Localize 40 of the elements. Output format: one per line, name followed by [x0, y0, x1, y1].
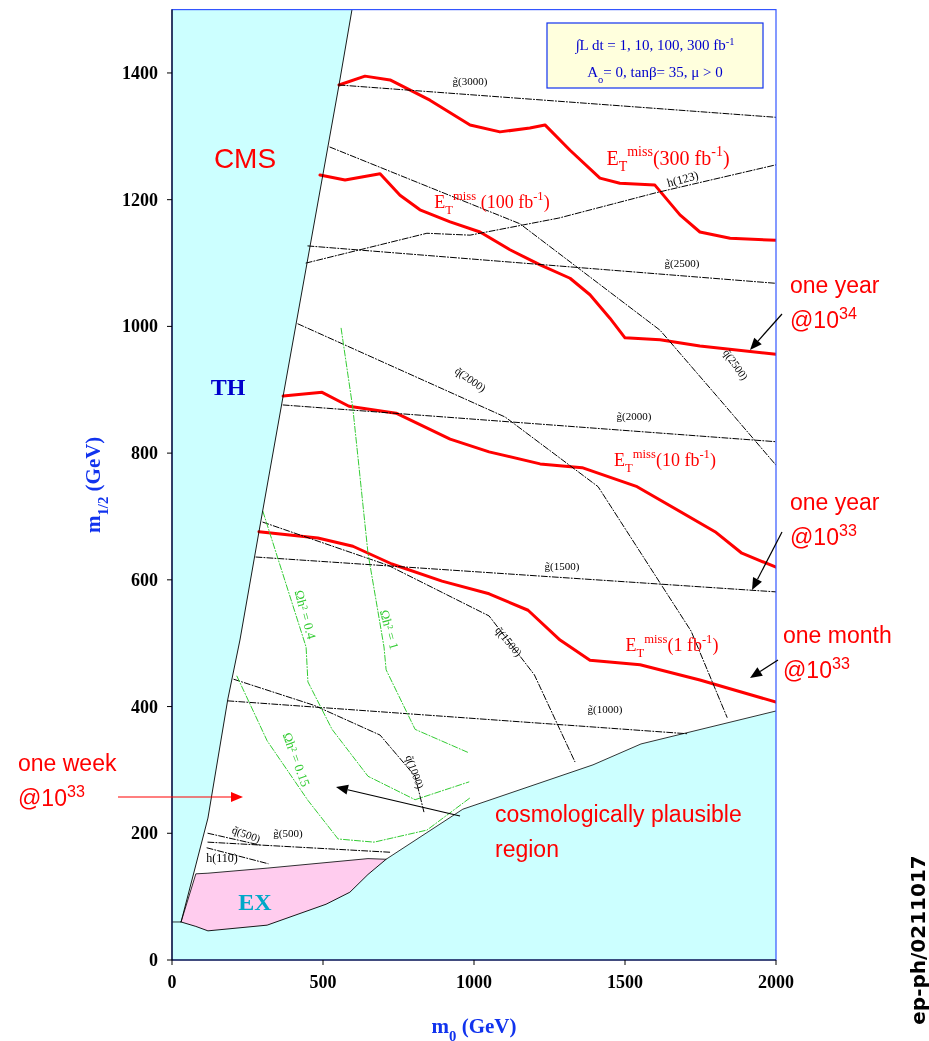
text: ep-ph/0211017 — [906, 855, 929, 1025]
annotation: ∫L dt = 1, 10, 100, 300 fb$^{-1}$ — [574, 35, 735, 54]
series-label: g̃(2500) — [664, 256, 700, 270]
x-axis-title: m$_{0}$ (GeV) — [431, 1014, 517, 1041]
text: one month @10$^{33}$ — [783, 622, 892, 683]
annotation: TH — [210, 374, 246, 400]
y-tick-label: 0 — [149, 950, 158, 970]
text: q̃(500) — [230, 822, 263, 846]
series-label: g̃(2000) — [616, 409, 652, 423]
series-label: E$_{T}$$^{miss}$(10 fb$^{-1}$) — [614, 446, 716, 475]
annotation: A$_{o}$= 0, tanβ= 35, μ > 0 — [587, 64, 723, 85]
text: h(123) — [665, 167, 700, 190]
x-tick-label: 0 — [167, 972, 177, 992]
x-tick-label: 1000 — [456, 972, 492, 992]
series-label: E$_{T}$$^{miss}$(1 fb$^{-1}$) — [625, 631, 719, 660]
y-tick-label: 800 — [131, 443, 158, 464]
annotation: cosmologically plausible region — [495, 801, 742, 862]
series-label: E$_{T}$$^{miss}$ (100 fb$^{-1}$) — [434, 188, 550, 217]
series-label: g̃(3000) — [452, 74, 488, 88]
text: one year @10$^{34}$ — [790, 272, 880, 333]
x-tick-label: 500 — [309, 972, 337, 992]
annotation: EX — [238, 889, 273, 915]
y-tick-label: 1200 — [122, 189, 158, 210]
text: one year @10$^{33}$ — [790, 489, 880, 550]
series-label: g̃(1000) — [587, 702, 623, 716]
series-label: g̃(500) — [273, 826, 303, 840]
x-tick-label: 2000 — [758, 972, 794, 992]
y-tick-label: 1400 — [122, 62, 158, 83]
text: one week @10$^{33}$ — [18, 750, 117, 811]
x-tick-label: 1500 — [607, 972, 643, 992]
y-tick-label: 1000 — [122, 316, 158, 337]
text: Ωh² = 0.15 — [279, 730, 314, 789]
y-tick-label: 200 — [131, 823, 158, 844]
series-label: h(110) — [206, 850, 238, 865]
y-tick-label: 600 — [131, 569, 158, 590]
text: Ωh² = 0.4 — [291, 588, 320, 642]
text: Ωh² = 1 — [376, 608, 402, 652]
annotation: CMS — [213, 143, 277, 174]
series-label: g̃(1500) — [544, 559, 580, 573]
y-tick-label: 400 — [131, 696, 158, 717]
